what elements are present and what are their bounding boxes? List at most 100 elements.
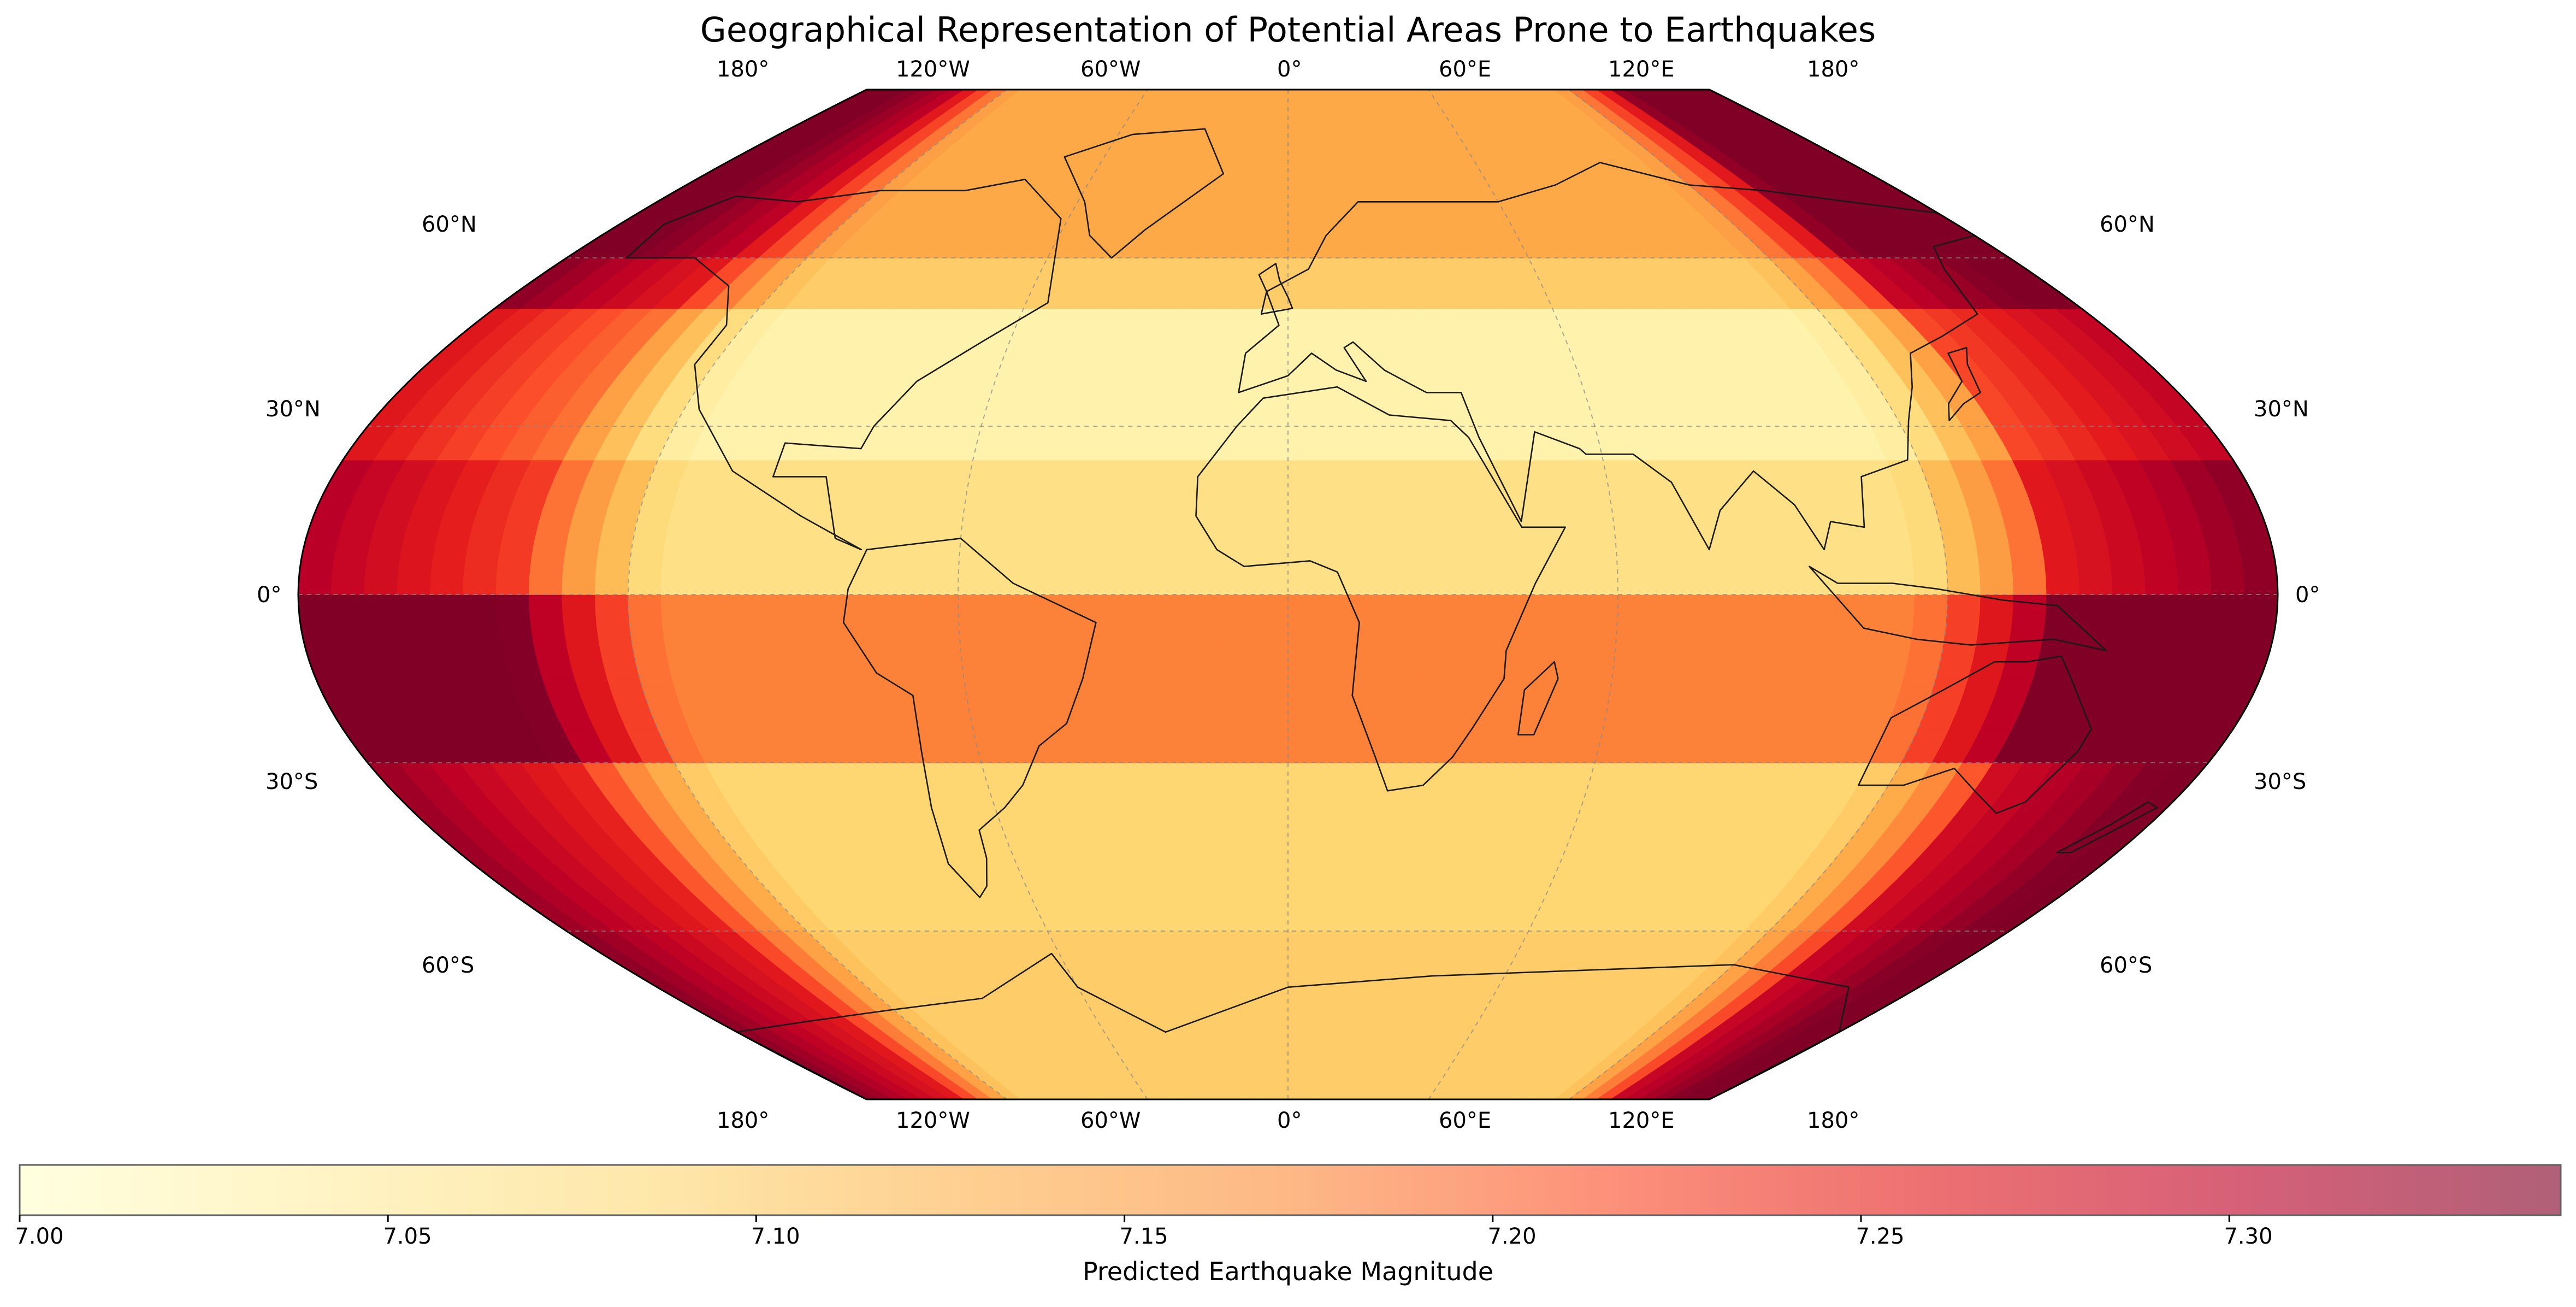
heatmap-cell — [1353, 577, 1387, 595]
colorbar-tick-label: 7.30 — [2224, 1224, 2273, 1249]
heatmap-cell — [1088, 342, 1121, 360]
heatmap-cell — [1336, 914, 1363, 932]
heatmap-cell — [1242, 1082, 1261, 1099]
heatmap-cell — [1222, 644, 1256, 662]
heatmap-cell — [1330, 90, 1349, 107]
heatmap-cell — [759, 594, 794, 612]
heatmap-cell — [1227, 779, 1259, 797]
heatmap-cell — [695, 543, 731, 562]
heatmap-cell — [963, 678, 1000, 696]
heatmap-cell — [1190, 678, 1225, 696]
heatmap-cell — [635, 661, 673, 679]
heatmap-cell — [628, 560, 664, 578]
heatmap-cell — [1665, 459, 1703, 478]
heatmap-cell — [1345, 796, 1378, 814]
heatmap-cell — [1126, 476, 1161, 494]
heatmap-cell — [694, 594, 728, 612]
heatmap-cell — [1614, 527, 1650, 545]
heatmap-cell — [1062, 695, 1097, 713]
heatmap-cell — [1469, 90, 1502, 107]
heatmap-cell — [1516, 644, 1551, 662]
heatmap-cell — [1124, 308, 1156, 326]
heatmap-cell — [1491, 796, 1526, 814]
heatmap-cell — [727, 560, 763, 578]
heatmap-cell — [1606, 476, 1643, 494]
heatmap-cell — [1176, 846, 1207, 864]
heatmap-cell — [2140, 543, 2177, 562]
heatmap-cell — [1064, 459, 1100, 478]
heatmap-cell — [1779, 627, 1815, 646]
heatmap-cell — [1255, 644, 1289, 662]
heatmap-cell — [1518, 577, 1552, 595]
heatmap-cell — [1155, 577, 1190, 595]
heatmap-cell — [1054, 813, 1089, 831]
heatmap-cell — [697, 644, 734, 662]
heatmap-cell — [877, 90, 925, 107]
heatmap-cell — [1249, 1015, 1271, 1033]
heatmap-cell — [825, 577, 860, 595]
heatmap-cell — [998, 476, 1034, 494]
heatmap-cell — [1287, 493, 1321, 511]
heatmap-cell — [778, 459, 816, 478]
heatmap-cell — [914, 426, 952, 444]
heatmap-cell — [1056, 594, 1091, 612]
heatmap-cell — [1317, 392, 1349, 410]
heatmap-cell — [2241, 560, 2278, 578]
heatmap-cell — [1269, 139, 1289, 157]
heatmap-cell — [1723, 728, 1762, 746]
heatmap-cell — [765, 661, 802, 679]
heatmap-cell — [1179, 863, 1209, 881]
heatmap-cell — [1059, 90, 1092, 107]
heatmap-cell — [1326, 998, 1350, 1016]
heatmap-cell — [1450, 325, 1484, 343]
heatmap-cell — [1042, 409, 1077, 427]
heatmap-cell — [1410, 745, 1444, 763]
heatmap-cell — [1351, 964, 1378, 982]
heatmap-cell — [955, 392, 992, 410]
heatmap-cell — [1287, 156, 1308, 174]
heatmap-cell — [1187, 257, 1216, 275]
heatmap-cell — [1122, 577, 1157, 595]
heatmap-cell — [1155, 880, 1186, 898]
lon-label-bottom: 60°E — [1439, 1108, 1492, 1133]
heatmap-cell — [1198, 964, 1225, 982]
heatmap-cell — [1189, 644, 1224, 662]
heatmap-cell — [1760, 459, 1798, 478]
heatmap-cell — [1266, 981, 1289, 999]
heatmap-cell — [1791, 459, 1830, 478]
heatmap-cell — [1255, 459, 1289, 478]
heatmap-cell — [1679, 644, 1715, 662]
heatmap-cell — [1676, 661, 1713, 679]
heatmap-cell — [1483, 644, 1518, 662]
heatmap-cell — [1624, 745, 1662, 763]
lon-label-top: 180° — [717, 57, 770, 82]
heatmap-cell — [1312, 897, 1340, 915]
heatmap-cell — [1606, 695, 1643, 713]
heatmap-cell — [1133, 274, 1165, 292]
heatmap-cell — [1314, 308, 1343, 326]
heatmap-cell — [926, 644, 962, 662]
heatmap-cell — [1072, 409, 1108, 427]
heatmap-cell — [1156, 527, 1191, 545]
heatmap-cell — [1124, 661, 1159, 679]
heatmap-cell — [726, 594, 761, 612]
lon-label-bottom: 120°E — [1608, 1108, 1675, 1133]
heatmap-cell — [1517, 627, 1552, 646]
heatmap-cell — [1024, 627, 1059, 646]
heatmap-cell — [1255, 678, 1289, 696]
heatmap-cell — [1091, 644, 1126, 662]
heatmap-cell — [1326, 173, 1350, 191]
heatmap-cell — [1287, 796, 1319, 814]
heatmap-cell — [1057, 627, 1092, 646]
heatmap-cell — [1375, 375, 1408, 393]
heatmap-cell — [863, 510, 900, 528]
heatmap-cell — [805, 476, 843, 494]
heatmap-cell — [1103, 762, 1138, 780]
heatmap-cell — [730, 527, 767, 545]
heatmap-cell — [2005, 527, 2043, 545]
heatmap-cell — [1430, 358, 1463, 376]
heatmap-cell — [1596, 90, 1638, 107]
heatmap-cell — [2144, 577, 2179, 595]
heatmap-cell — [1629, 443, 1667, 461]
heatmap-cell — [1715, 611, 1750, 629]
